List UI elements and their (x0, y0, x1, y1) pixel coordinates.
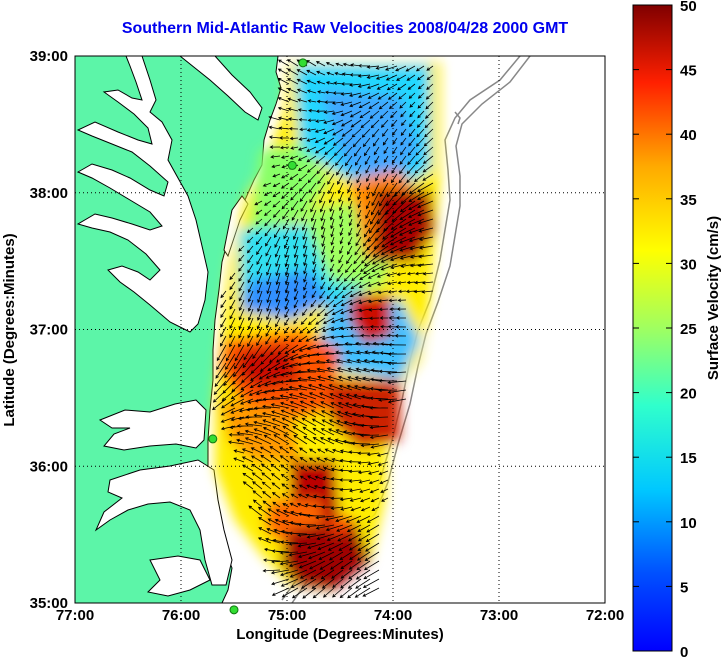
albemarle-sound (98, 399, 207, 451)
colorbar-tick-label: 40 (680, 127, 697, 144)
station-marker (208, 434, 218, 444)
colorbar-tick-label: 45 (680, 63, 697, 80)
y-tick-label: 35:00 (30, 595, 68, 612)
delaware-bay (179, 56, 263, 121)
x-tick-label: 76:00 (162, 607, 200, 624)
x-axis-label: Longitude (Degrees:Minutes) (236, 626, 444, 643)
map-title: Southern Mid-Atlantic Raw Velocities 200… (121, 20, 569, 37)
pamlico-sound (94, 459, 233, 586)
colorbar-tick-label: 0 (680, 644, 688, 659)
grid-lines (75, 56, 605, 603)
x-tick-label: 72:00 (586, 607, 624, 624)
lower-sound (146, 555, 211, 597)
chesapeake-bay (76, 56, 209, 333)
x-tick-label: 74:00 (374, 607, 412, 624)
colorbar-tick-label: 50 (680, 0, 697, 15)
colorbar-tick-label: 30 (680, 256, 697, 273)
station-marker (229, 605, 239, 615)
x-tick-label: 73:00 (480, 607, 518, 624)
y-tick-label: 36:00 (30, 458, 68, 475)
colorbar-tick-label: 15 (680, 450, 697, 467)
colorbar-tick-label: 35 (680, 192, 697, 209)
velocity-arrows (212, 59, 434, 599)
colorbar (632, 4, 673, 652)
station-markers (208, 58, 308, 615)
colorbar-tick-label: 20 (680, 386, 697, 403)
y-axis-label: Latitude (Degrees:Minutes) (1, 233, 18, 426)
colorbar-tick-label: 25 (680, 321, 697, 338)
y-tick-label: 38:00 (30, 185, 68, 202)
station-marker (298, 58, 308, 68)
y-tick-label: 39:00 (30, 48, 68, 65)
plot-frame (74, 55, 606, 604)
eastern-shore-inlet (223, 195, 249, 258)
colorbar-tick-label: 5 (680, 579, 688, 596)
station-marker (287, 160, 297, 170)
colorbar-label: Surface Velocity (cm/s) (705, 216, 722, 380)
y-tick-label: 37:00 (30, 322, 68, 339)
arrow-vectors (212, 59, 434, 599)
x-tick-label: 75:00 (268, 607, 306, 624)
colorbar-tick-label: 10 (680, 515, 697, 532)
x-tick-label: 77:00 (56, 607, 94, 624)
